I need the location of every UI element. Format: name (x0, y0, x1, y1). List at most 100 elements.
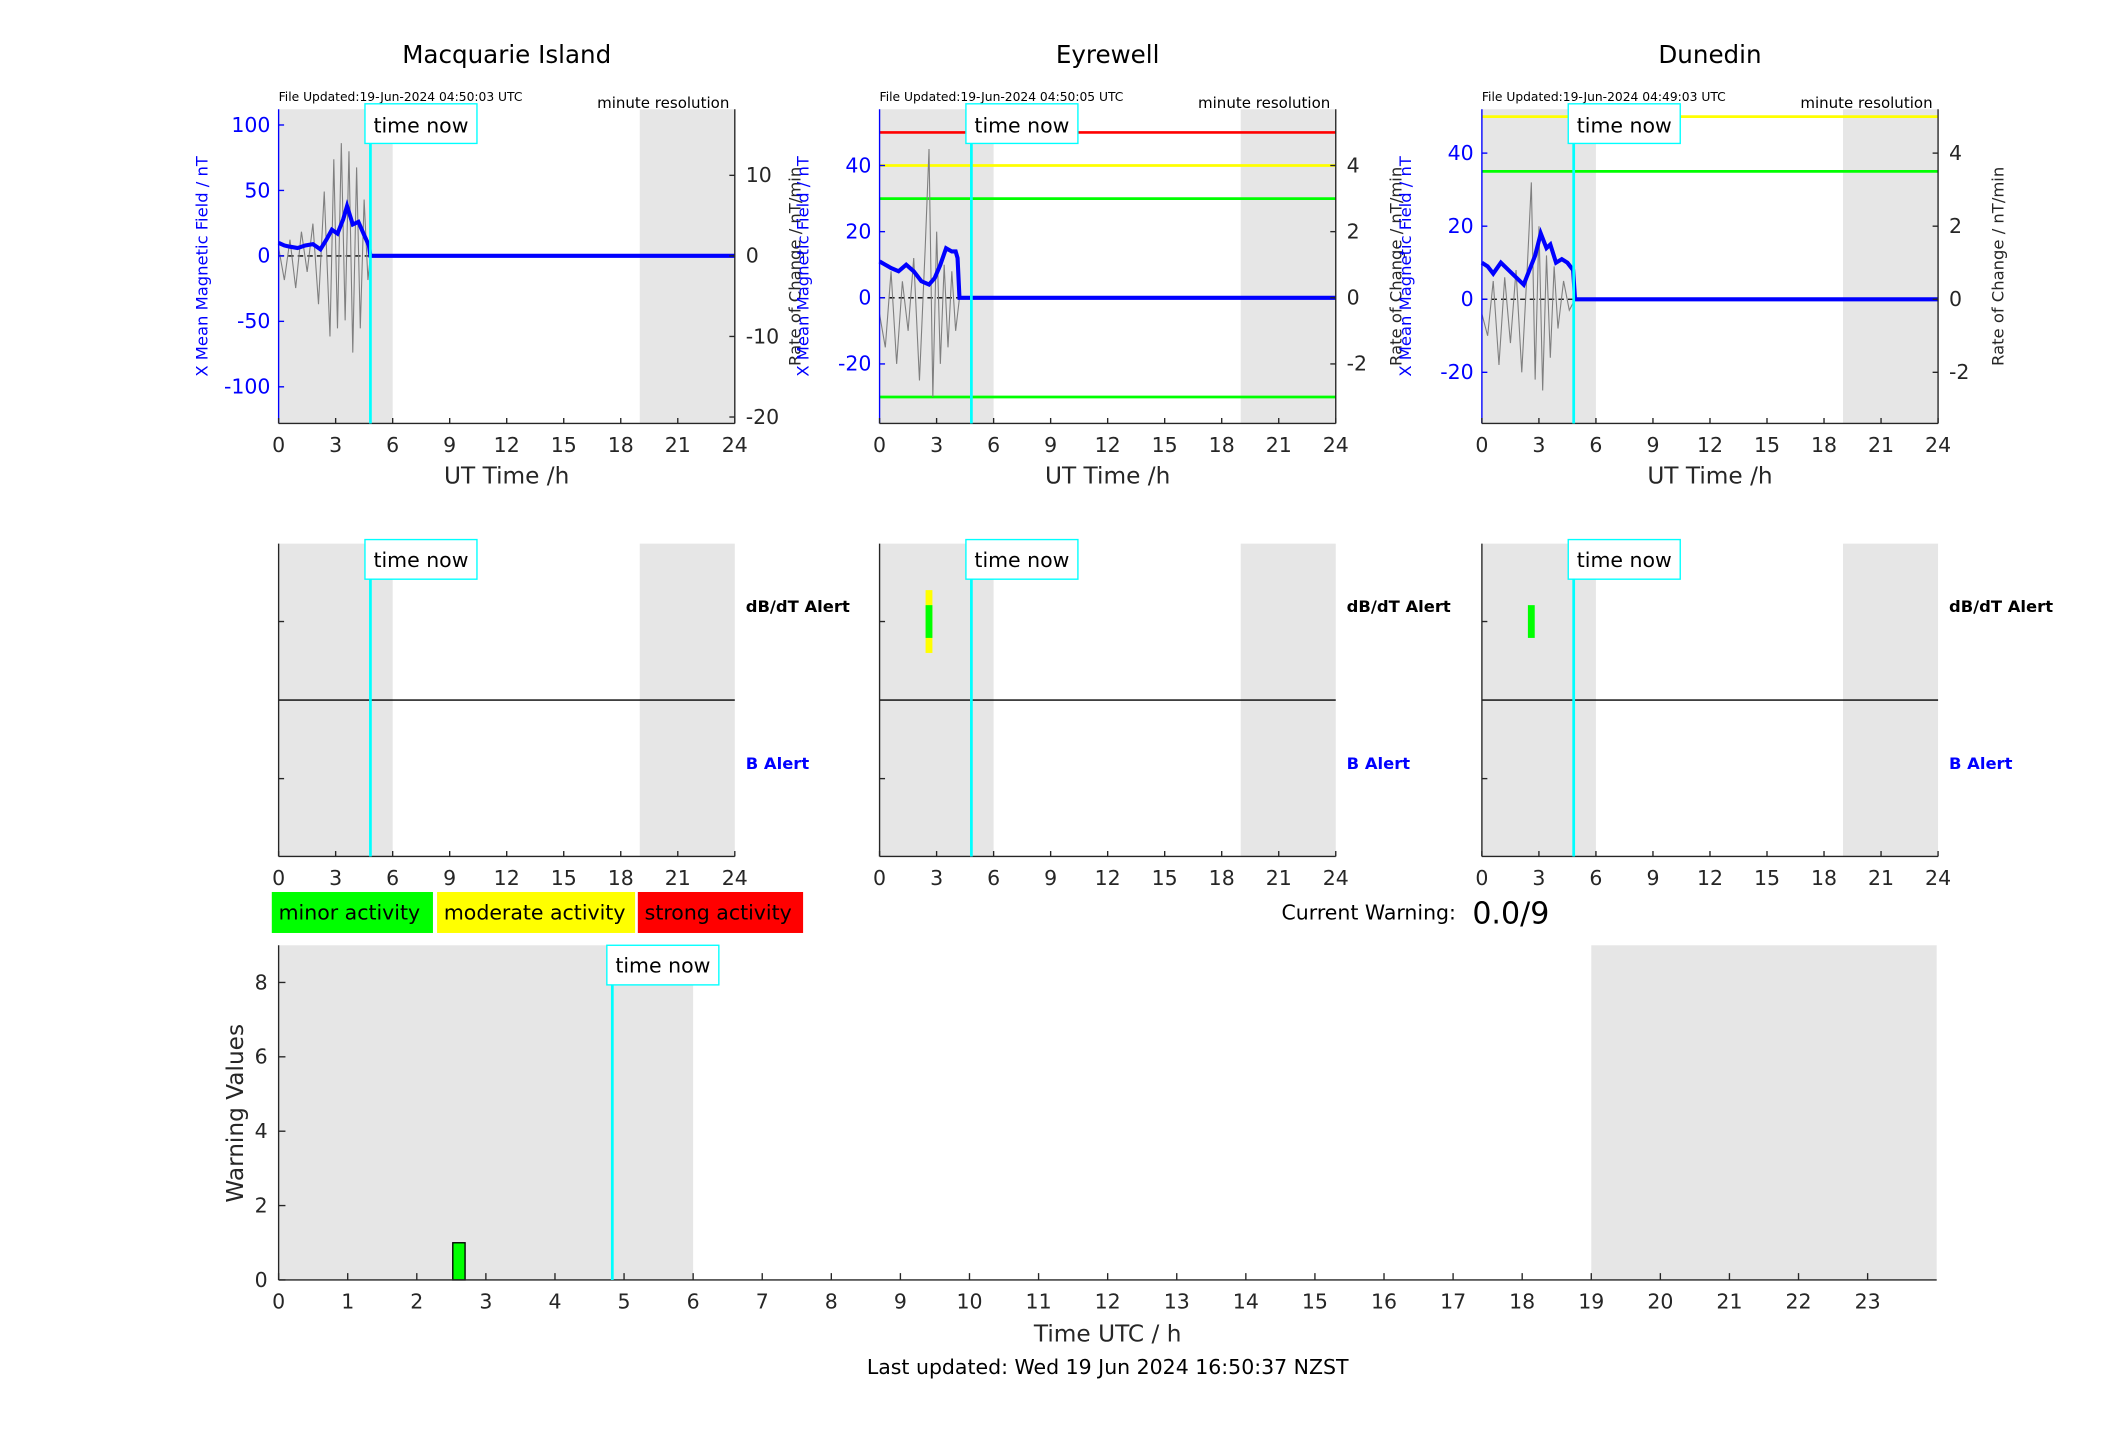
alert-x-tick-label: 0 (873, 866, 886, 890)
legend-strong-label: strong activity (645, 900, 792, 924)
warning-x-tick-label: 13 (1164, 1290, 1190, 1314)
x-tick-label: 3 (329, 433, 342, 457)
alert-x-tick-label: 3 (930, 866, 943, 890)
alert-x-tick-label: 24 (1323, 866, 1349, 890)
warning-x-tick-label: 12 (1095, 1290, 1121, 1314)
night-shading (1481, 109, 1596, 424)
warning-x-tick-label: 19 (1578, 1290, 1604, 1314)
right-tick-label: -10 (746, 324, 779, 348)
alert-x-tick-label: 6 (1589, 866, 1602, 890)
x-tick-label: 12 (1697, 433, 1723, 457)
dbdt-alert-marker (1527, 605, 1535, 638)
alert-x-tick-label: 18 (1811, 866, 1837, 890)
alert-x-tick-label: 12 (494, 866, 520, 890)
warning-x-tick-label: 21 (1716, 1290, 1742, 1314)
x-tick-label: 3 (1532, 433, 1545, 457)
time-now-box (364, 103, 478, 145)
night-shading (1843, 109, 1939, 424)
station-panel-2: Dunedin File Updated:19-Jun-2024 04:49:03… (1396, 40, 2053, 890)
magnetic-field-series (878, 245, 1336, 300)
x-tick-label: 12 (1095, 433, 1121, 457)
alert-x-tick-label: 12 (1095, 866, 1121, 890)
left-tick-label: 40 (845, 153, 871, 177)
warning-time-now-label: time now (615, 954, 710, 978)
station-panel-1: Eyrewell File Updated:19-Jun-2024 04:50:0… (794, 40, 1451, 890)
alert-x-tick-label: 24 (722, 866, 748, 890)
b-alert-label: B Alert (1347, 754, 1411, 773)
alert-x-tick-label: 18 (608, 866, 634, 890)
warning-x-tick-label: 16 (1371, 1290, 1397, 1314)
dbdt-alert-label: dB/dT Alert (746, 597, 850, 616)
file-updated-label: File Updated:19-Jun-2024 04:50:03 UTC (279, 90, 523, 104)
current-warning-label: Current Warning: (1282, 900, 1456, 924)
file-updated-label: File Updated:19-Jun-2024 04:50:05 UTC (880, 90, 1124, 104)
x-tick-label: 9 (1646, 433, 1659, 457)
left-tick-label: 0 (1461, 287, 1474, 311)
alert-x-tick-label: 3 (1532, 866, 1545, 890)
alert-x-tick-label: 21 (1868, 866, 1894, 890)
alert-x-tick-label: 21 (665, 866, 691, 890)
x-tick-label: 6 (987, 433, 1000, 457)
file-updated-label: File Updated:19-Jun-2024 04:49:03 UTC (1482, 90, 1726, 104)
alert-time-now-box (1567, 538, 1681, 580)
x-tick-label: 24 (1925, 433, 1951, 457)
warning-x-tick-label: 22 (1786, 1290, 1812, 1314)
alert-x-tick-label: 9 (1044, 866, 1057, 890)
warning-x-tick-label: 11 (1026, 1290, 1052, 1314)
right-tick-label: 2 (1347, 219, 1360, 243)
left-tick-label: 0 (858, 286, 871, 310)
time-now-box (1567, 103, 1681, 145)
left-tick-label: -100 (224, 375, 270, 399)
left-axis-label: X Mean Magnetic Field / nT (193, 155, 212, 377)
x-tick-label: 24 (1323, 433, 1349, 457)
warning-x-axis-label: Time UTC / h (1033, 1320, 1182, 1347)
warning-y-tick-label: 6 (255, 1045, 268, 1069)
b-alert-label: B Alert (1949, 754, 2013, 773)
right-axis-label: Rate of Change / nT/min (785, 167, 804, 366)
left-tick-label: -50 (237, 309, 270, 333)
alert-x-tick-label: 6 (386, 866, 399, 890)
warning-x-tick-label: 15 (1302, 1290, 1328, 1314)
right-axis-label: Rate of Change / nT/min (1386, 167, 1405, 366)
alert-time-now-label: time now (1577, 548, 1672, 572)
rate-of-change-series (1481, 182, 1576, 391)
x-tick-label: 18 (1209, 433, 1235, 457)
alert-x-tick-label: 0 (1475, 866, 1488, 890)
x-tick-label: 0 (1475, 433, 1488, 457)
alert-time-now-label: time now (974, 548, 1069, 572)
x-tick-label: 15 (1152, 433, 1178, 457)
warning-x-tick-label: 9 (894, 1290, 907, 1314)
warning-y-axis-label: Warning Values (222, 1024, 249, 1203)
left-axis-label: X Mean Magnetic Field / nT (794, 155, 813, 377)
magnetic-field-series (277, 199, 735, 258)
legend-minor-swatch (271, 891, 433, 933)
right-tick-label: 0 (1347, 286, 1360, 310)
alert-time-now-box (364, 538, 478, 580)
x-tick-label: 18 (608, 433, 634, 457)
alert-time-now-box (965, 538, 1079, 580)
alert-x-tick-label: 9 (443, 866, 456, 890)
station-panel-0: Macquarie Island File Updated:19-Jun-2024… (193, 40, 850, 890)
alert-time-now-label: time now (373, 548, 468, 572)
legend-minor-label: minor activity (279, 900, 420, 924)
current-warning-value: 0.0/9 (1472, 896, 1549, 931)
warning-x-tick-label: 10 (956, 1290, 982, 1314)
magnetic-field-series (1480, 226, 1939, 302)
warning-x-tick-label: 20 (1647, 1290, 1673, 1314)
warning-bar (452, 1242, 466, 1281)
x-tick-label: 15 (1754, 433, 1780, 457)
left-tick-label: -20 (1440, 360, 1473, 384)
night-shading (1240, 109, 1336, 424)
warning-x-tick-label: 8 (825, 1290, 838, 1314)
legend-moderate-label: moderate activity (444, 900, 626, 924)
x-tick-label: 21 (1266, 433, 1292, 457)
warning-x-tick-label: 14 (1233, 1290, 1259, 1314)
alert-x-tick-label: 6 (987, 866, 1000, 890)
warning-x-tick-label: 6 (687, 1290, 700, 1314)
x-tick-label: 21 (665, 433, 691, 457)
dbdt-alert-label: dB/dT Alert (1949, 597, 2053, 616)
station-title: Macquarie Island (402, 40, 611, 69)
right-tick-label: 0 (1949, 287, 1962, 311)
left-tick-label: 0 (257, 244, 270, 268)
